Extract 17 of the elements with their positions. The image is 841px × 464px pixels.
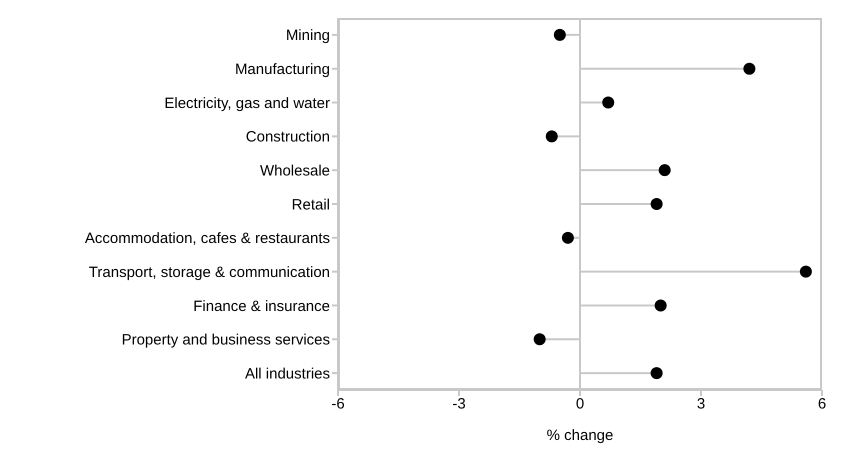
x-tick-label: -6 — [331, 396, 345, 413]
x-tick-label: 3 — [696, 396, 706, 413]
y-tick-label: Property and business services — [122, 332, 330, 349]
x-tick-label: 0 — [576, 396, 584, 413]
y-tick-label: Wholesale — [260, 162, 330, 180]
x-tick-label: -3 — [452, 396, 466, 413]
y-tick-label: All industries — [244, 365, 330, 382]
y-tick-label: Finance & insurance — [193, 298, 330, 315]
y-tick-label: Electricity, gas and water — [164, 94, 330, 112]
y-tick-label: Mining — [286, 27, 330, 44]
x-tick-label: 6 — [818, 396, 826, 413]
y-tick-label: Construction — [246, 128, 330, 146]
y-tick-label: Accommodation, cafes & restaurants — [84, 230, 330, 248]
x-axis-title: % change — [546, 427, 614, 444]
y-tick-label: Transport, storage & communication — [88, 264, 330, 281]
y-tick-label: Retail — [292, 196, 330, 214]
y-tick-label: Manufacturing — [234, 61, 330, 78]
